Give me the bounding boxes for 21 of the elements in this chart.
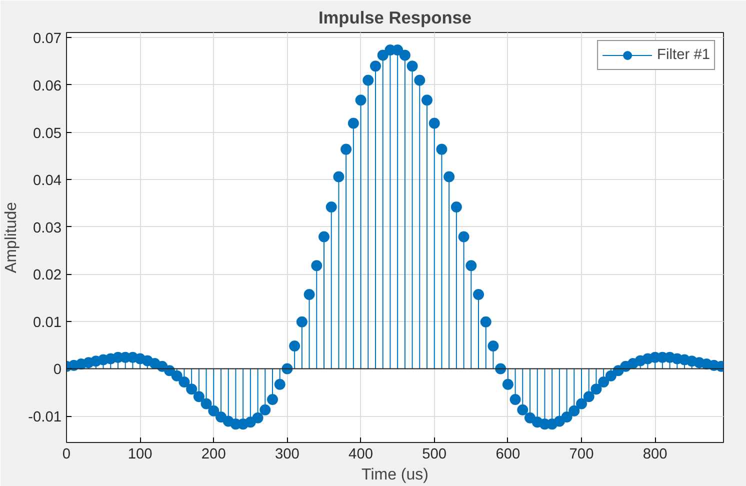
x-axis-title: Time (us)	[362, 466, 428, 484]
x-tick-label: 600	[496, 446, 520, 462]
chart-title: Impulse Response	[318, 8, 472, 28]
y-tick-label: 0.06	[32, 78, 62, 94]
legend-label: Filter #1	[657, 47, 710, 63]
y-tick-label: 0	[53, 362, 62, 378]
x-tick-label: 700	[569, 446, 594, 462]
y-tick-label: 0.01	[32, 314, 62, 331]
y-tick-label: 0.04	[32, 173, 62, 190]
y-tick-label: 0.02	[32, 268, 62, 284]
y-axis-title: Amplitude	[3, 202, 20, 274]
x-tick-label: 100	[128, 446, 152, 462]
x-tick-label: 300	[274, 446, 300, 462]
y-tick-label: -0.01	[28, 410, 62, 426]
x-tick-label: 800	[642, 446, 668, 462]
x-tick-label: 200	[201, 446, 226, 462]
y-tick-label: 0.05	[32, 126, 62, 142]
y-tick-label: 0.03	[32, 220, 62, 236]
x-tick-label: 400	[348, 446, 374, 462]
x-tick-label: 500	[422, 446, 447, 462]
y-tick-label: 0.07	[32, 31, 62, 48]
